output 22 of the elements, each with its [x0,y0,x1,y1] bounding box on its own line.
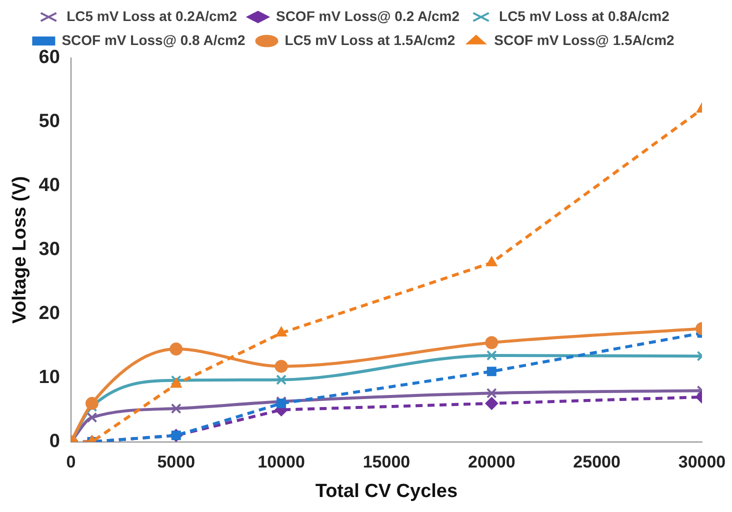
legend-label: SCOF mV Loss@ 0.8 A/cm2 [62,32,246,48]
legend-label: LC5 mV Loss at 0.2A/cm2 [66,8,238,24]
x-tick-label: 15000 [362,452,410,472]
x-tick-label: 0 [66,452,76,472]
x-tick-label: 5000 [157,452,196,472]
y-tick-label: 30 [38,239,60,260]
y-tick-label: 10 [38,367,60,388]
y-axis-title: Voltage Loss (V) [10,176,31,324]
y-tick-label: 20 [38,303,60,324]
x-tick-label: 25000 [573,452,620,472]
x-tick-label: 30000 [678,452,726,472]
legend-label: SCOF mV Loss@ 1.5A/cm2 [494,32,675,48]
y-tick-label: 60 [38,47,60,68]
y-tick-label: 0 [49,431,60,452]
y-tick-label: 40 [38,175,60,196]
x-tick-label: 10000 [258,452,305,472]
legend-label: LC5 mV Loss at 1.5A/cm2 [284,32,456,48]
legend-label: SCOF mV Loss@ 0.2 A/cm2 [276,8,460,24]
y-tick-label: 50 [38,111,60,132]
x-tick-label: 20000 [468,452,516,472]
legend-label: LC5 mV Loss at 0.8A/cm2 [499,8,670,24]
x-axis-title: Total CV Cycles [315,480,458,502]
